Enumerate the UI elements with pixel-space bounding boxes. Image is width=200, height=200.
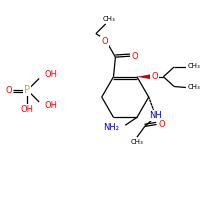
Text: P: P [24, 85, 30, 95]
Text: O: O [101, 37, 108, 46]
Text: CH₃: CH₃ [187, 84, 200, 90]
Text: NH: NH [149, 111, 162, 120]
Text: OH: OH [44, 70, 57, 79]
Text: CH₃: CH₃ [102, 16, 115, 22]
Text: CH₃: CH₃ [187, 63, 200, 69]
Text: OH: OH [21, 105, 34, 114]
Text: NH₂: NH₂ [103, 123, 119, 132]
Text: O: O [5, 86, 12, 95]
Text: O: O [158, 120, 165, 129]
Text: OH: OH [44, 101, 57, 110]
Polygon shape [137, 74, 151, 79]
Text: CH₃: CH₃ [131, 139, 143, 145]
Text: O: O [151, 72, 158, 81]
Text: O: O [132, 52, 138, 61]
